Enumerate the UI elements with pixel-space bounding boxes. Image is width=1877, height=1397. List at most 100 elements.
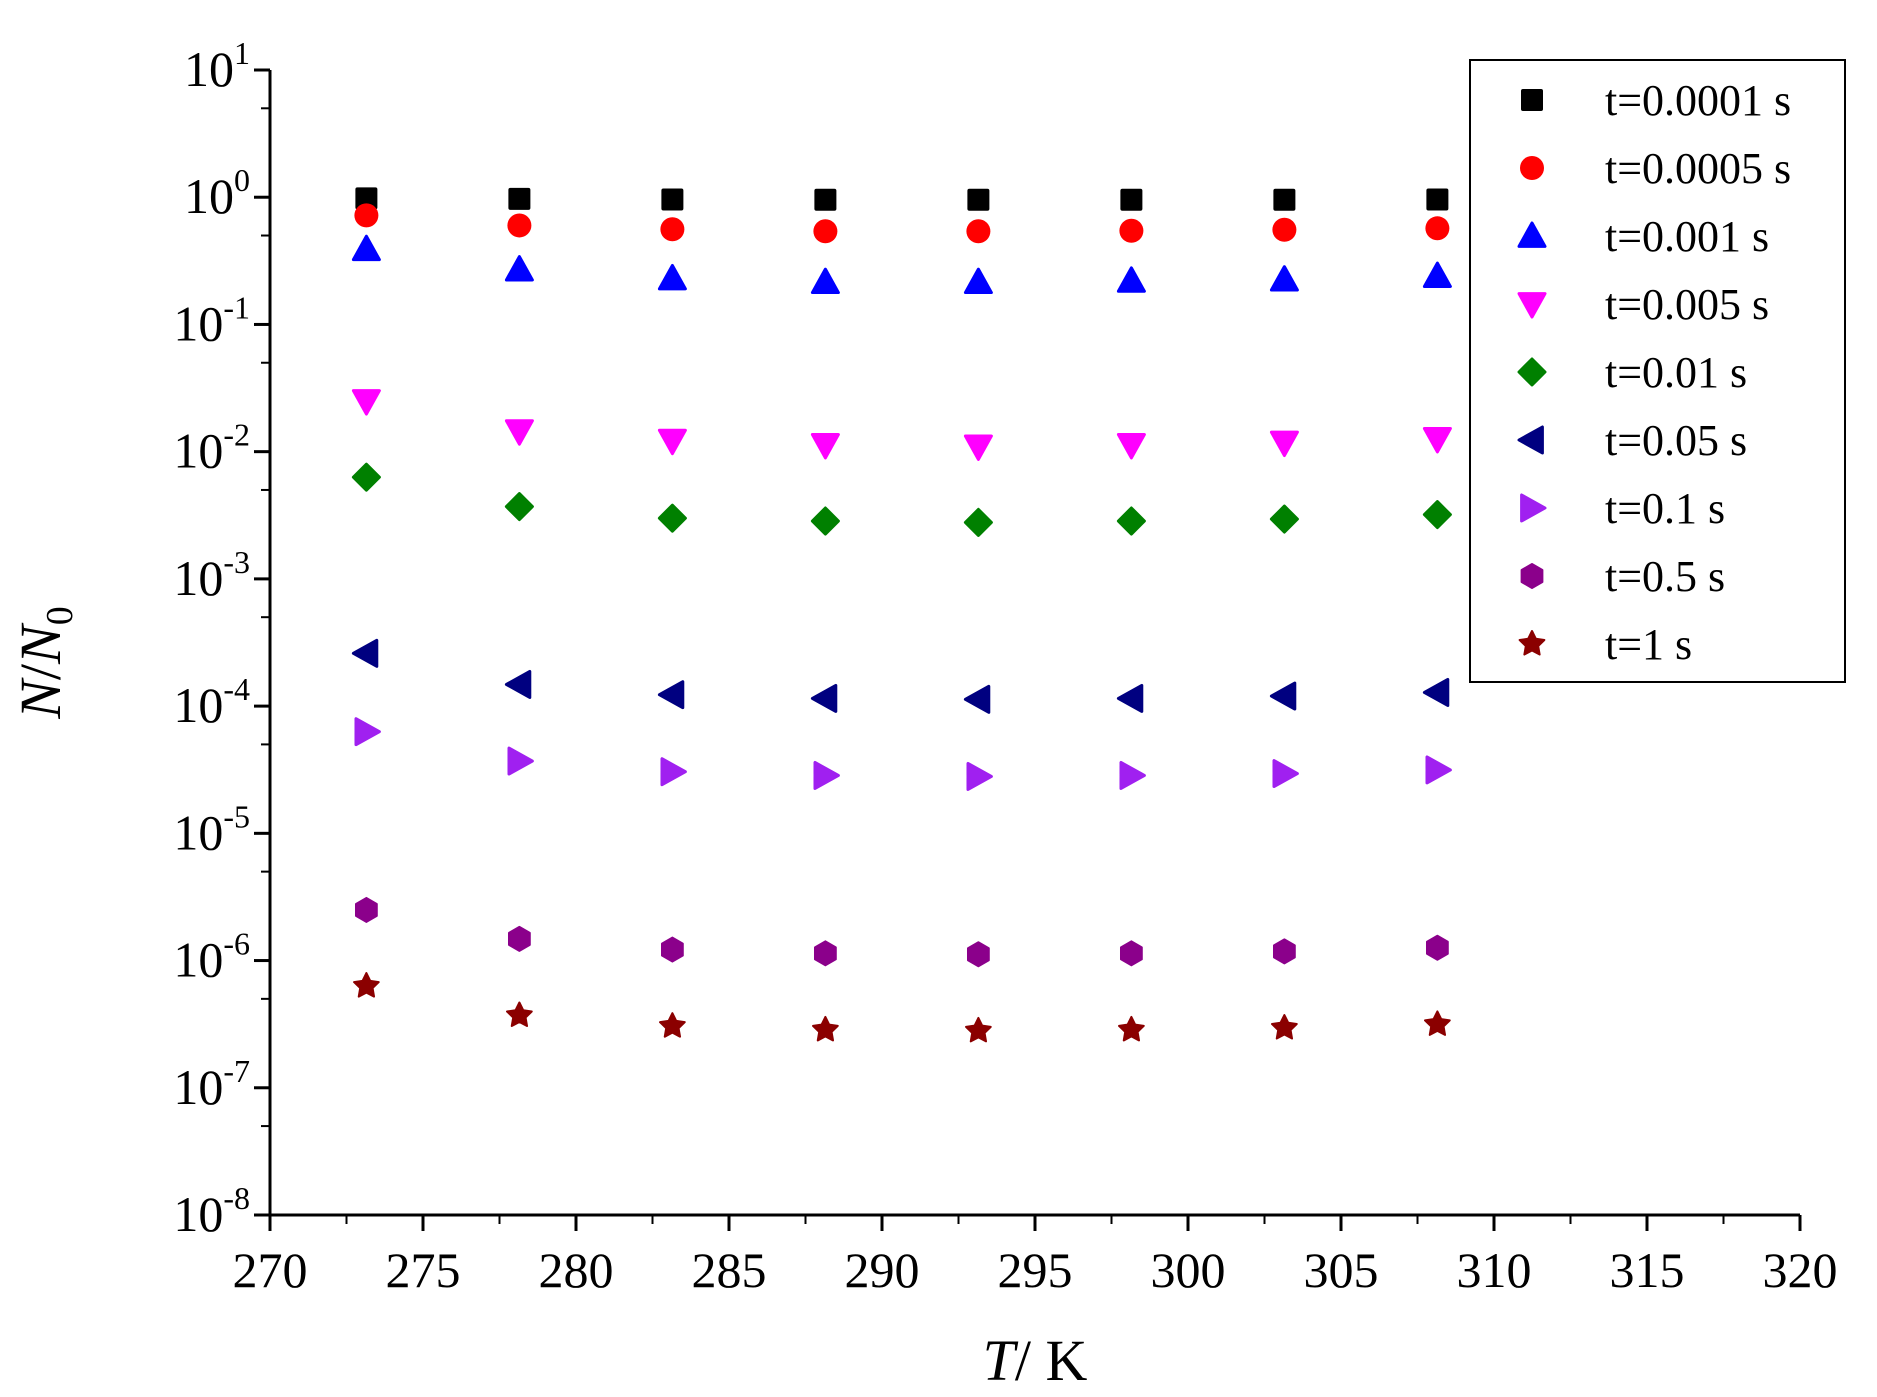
x-tick-label: 280 xyxy=(539,1242,614,1298)
legend-marker xyxy=(1518,630,1546,656)
data-point xyxy=(965,1016,992,1043)
legend-marker xyxy=(1521,89,1543,111)
legend-items: t=0.0001 s t=0.0005 s t=0.001 s t=0.005 s t=… xyxy=(1517,76,1791,669)
y-axis-title-n: N xyxy=(8,677,73,720)
data-point xyxy=(354,896,378,923)
series-1 xyxy=(355,187,1449,211)
legend-marker xyxy=(1517,425,1544,455)
data-point xyxy=(507,213,532,238)
data-point xyxy=(351,638,379,668)
y-tick-label-exponent: -5 xyxy=(223,798,250,834)
data-point xyxy=(1116,506,1146,536)
y-tick-label: 10-3 xyxy=(173,544,250,606)
legend-item: t=1 s xyxy=(1518,620,1692,669)
series-4 xyxy=(351,389,1452,461)
x-tick-label: 285 xyxy=(692,1242,767,1298)
legend-marker xyxy=(1520,563,1544,589)
y-tick-label-exponent: -1 xyxy=(223,289,250,325)
y-tick-label: 10-1 xyxy=(173,289,250,351)
data-point xyxy=(1269,265,1299,292)
y-axis-title: N/N0 xyxy=(8,606,81,720)
data-point xyxy=(1426,188,1449,211)
data-point xyxy=(507,925,531,952)
data-point xyxy=(1118,1015,1145,1042)
y-tick-label-base: 10 xyxy=(173,295,223,351)
y-tick-label-exponent: -2 xyxy=(223,417,250,453)
legend-item: t=0.5 s xyxy=(1520,552,1725,601)
x-axis-title-symbol: T xyxy=(983,1328,1019,1393)
data-point xyxy=(1269,681,1297,711)
data-point xyxy=(354,203,379,228)
data-point xyxy=(813,219,838,244)
data-point xyxy=(506,1001,533,1028)
legend-item: t=0.0005 s xyxy=(1520,144,1791,193)
data-point xyxy=(812,1015,839,1042)
y-tick-label-base: 10 xyxy=(173,677,223,733)
data-point xyxy=(504,492,534,522)
series-6 xyxy=(351,638,1450,714)
legend-label: t=0.0005 s xyxy=(1605,144,1791,193)
data-point xyxy=(1271,1014,1298,1040)
data-point xyxy=(966,219,991,244)
y-tick-label: 10-4 xyxy=(173,671,250,733)
data-point xyxy=(351,389,381,416)
legend-label: t=1 s xyxy=(1605,620,1692,669)
data-point xyxy=(351,462,381,492)
series-9 xyxy=(353,972,1451,1043)
y-tick-label-base: 10 xyxy=(173,423,223,479)
data-point xyxy=(967,188,990,211)
y-tick-label-base: 10 xyxy=(173,1186,223,1242)
x-axis-ticks: 270 275 280 285 290 295 300 305 310 315 320 xyxy=(233,1215,1838,1298)
data-point xyxy=(1425,216,1450,241)
legend-label: t=0.05 s xyxy=(1605,416,1747,465)
x-tick-label: 300 xyxy=(1151,1242,1226,1298)
data-point xyxy=(504,255,534,282)
data-point xyxy=(1425,934,1449,961)
data-point xyxy=(814,188,837,211)
y-tick-label-exponent: -4 xyxy=(223,671,250,707)
data-point xyxy=(657,680,685,710)
data-point xyxy=(657,503,687,533)
data-point xyxy=(1120,188,1143,211)
y-tick-label-base: 10 xyxy=(184,41,234,97)
legend-item: t=0.005 s xyxy=(1517,280,1769,329)
data-point xyxy=(355,187,378,210)
y-tick-label-exponent: -3 xyxy=(223,544,250,580)
data-point xyxy=(1269,430,1299,458)
data-point xyxy=(351,234,381,262)
data-point xyxy=(1119,218,1144,243)
data-point xyxy=(1119,760,1146,790)
data-point xyxy=(657,428,687,456)
data-point xyxy=(1422,261,1452,288)
legend-item: t=0.05 s xyxy=(1517,416,1747,465)
y-axis-title-n0: N xyxy=(8,622,73,665)
data-markers xyxy=(351,187,1452,1043)
y-tick-label-base: 10 xyxy=(173,932,223,988)
data-point xyxy=(966,761,993,791)
legend-label: t=0.5 s xyxy=(1605,552,1725,601)
data-point xyxy=(963,267,993,295)
y-axis-title-slash: / xyxy=(8,663,73,680)
legend-label: t=0.001 s xyxy=(1605,212,1769,261)
x-tick-label: 295 xyxy=(998,1242,1073,1298)
series-7 xyxy=(354,717,1452,791)
x-tick-label: 315 xyxy=(1610,1242,1685,1298)
legend-marker xyxy=(1520,493,1547,523)
x-tick-label: 275 xyxy=(386,1242,461,1298)
data-point xyxy=(660,936,684,963)
data-point xyxy=(813,940,837,967)
legend-item: t=0.1 s xyxy=(1520,484,1725,533)
series-5 xyxy=(351,462,1452,537)
legend-marker xyxy=(1520,156,1544,180)
data-point xyxy=(1269,504,1299,534)
data-point xyxy=(810,683,838,713)
x-tick-label: 305 xyxy=(1304,1242,1379,1298)
legend-item: t=0.001 s xyxy=(1517,212,1769,261)
series-8 xyxy=(354,896,1449,968)
data-point xyxy=(660,757,687,787)
legend-label: t=0.0001 s xyxy=(1605,76,1791,125)
x-axis-title-unit: / K xyxy=(1015,1328,1088,1393)
x-tick-label: 310 xyxy=(1457,1242,1532,1298)
data-point xyxy=(353,972,380,998)
